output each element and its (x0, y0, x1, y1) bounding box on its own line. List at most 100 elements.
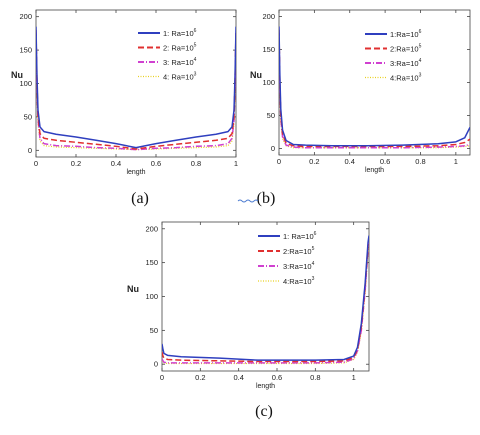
x-tick-label: 0 (160, 373, 164, 382)
x-tick-label: 0.2 (309, 157, 319, 166)
legend-name: 2: Ra=10 (163, 44, 194, 53)
x-tick-label: 0.4 (111, 159, 121, 168)
series-lines (36, 26, 236, 151)
series-line-1 (36, 26, 236, 149)
figure-caption: (b) (257, 190, 276, 207)
legend: 1: Ra=106 2: Ra=105 3: Ra=104 4: Ra=103 (138, 28, 197, 82)
series-line-2 (162, 238, 369, 363)
legend-exponent: 3 (194, 72, 197, 78)
x-tick-label: 0.6 (151, 159, 161, 168)
legend-exponent: 3 (312, 276, 315, 282)
series-line-3 (162, 242, 369, 364)
legend-label-2: 2:Ra=105 (283, 246, 315, 256)
legend-label-1: 1: Ra=106 (283, 231, 317, 241)
legend-label-3: 3: Ra=104 (163, 57, 197, 67)
x-tick-label: 0.8 (310, 373, 320, 382)
legend-label-2: 2:Ra=105 (390, 44, 422, 54)
series-line-2 (279, 29, 470, 148)
legend-label-3: 3:Ra=104 (390, 58, 422, 68)
x-tick-label: 0.6 (272, 373, 282, 382)
legend-exponent: 5 (194, 43, 197, 49)
legend-exponent: 3 (419, 73, 422, 79)
legend-name: 2:Ra=10 (283, 247, 312, 256)
x-tick-label: 0.6 (380, 157, 390, 166)
x-tick-label: 0 (34, 159, 38, 168)
series-lines (279, 26, 470, 149)
y-tick-label: 50 (150, 326, 158, 335)
x-tick-label: 1 (454, 157, 458, 166)
legend-label-1: 1: Ra=106 (163, 28, 197, 38)
legend-exponent: 5 (419, 44, 422, 50)
legend-name: 4:Ra=10 (283, 277, 312, 286)
y-tick-label: 100 (262, 78, 275, 87)
legend-exponent: 4 (312, 261, 315, 267)
y-tick-label: 50 (24, 112, 32, 121)
legend-name: 2:Ra=10 (390, 45, 419, 54)
x-tick-label: 0.4 (345, 157, 355, 166)
figure-caption: (c) (255, 403, 273, 420)
legend-name: 1: Ra=10 (163, 29, 194, 38)
legend-name: 3:Ra=10 (283, 262, 312, 271)
y-tick-label: 100 (19, 79, 32, 88)
legend-label-3: 3:Ra=104 (283, 261, 315, 271)
series-line-3 (36, 33, 236, 151)
y-tick-label: 0 (271, 144, 275, 153)
series-line-4 (36, 36, 236, 151)
legend-name: 3:Ra=10 (390, 59, 419, 68)
figure-caption: (a) (131, 190, 149, 207)
y-axis-label: Nu (250, 70, 262, 80)
x-axis-label: length (256, 383, 275, 390)
legend-name: 1:Ra=10 (390, 30, 419, 39)
plot-frame (278, 9, 471, 156)
y-tick-label: 50 (267, 111, 275, 120)
y-tick-label: 150 (145, 258, 158, 267)
legend-label-2: 2: Ra=105 (163, 43, 197, 53)
plot-frame (161, 221, 370, 372)
y-tick-label: 200 (262, 12, 275, 21)
legend-label-4: 4:Ra=103 (390, 73, 422, 83)
legend-exponent: 6 (314, 231, 317, 237)
y-tick-label: 0 (154, 360, 158, 369)
legend-name: 3: Ra=10 (163, 58, 194, 67)
series-line-1 (279, 26, 470, 147)
y-tick-label: 150 (262, 45, 275, 54)
x-axis-label: length (126, 169, 145, 176)
legend-exponent: 5 (312, 246, 315, 252)
series-line-4 (279, 36, 470, 149)
x-tick-label: 0.2 (71, 159, 81, 168)
y-tick-label: 0 (28, 146, 32, 155)
chart-panel-1: 0 50 100 150 200 0 0.2 0.4 0.6 0.8 1 length Nu 1: Ra=… (11, 9, 238, 207)
y-tick-label: 200 (19, 12, 32, 21)
x-tick-label: 0.8 (415, 157, 425, 166)
y-tick-label: 150 (19, 46, 32, 55)
y-tick-label: 100 (145, 292, 158, 301)
series-line-4 (162, 245, 369, 365)
x-tick-label: 0.2 (195, 373, 205, 382)
legend-exponent: 6 (419, 29, 422, 35)
legend-exponent: 4 (194, 57, 197, 63)
x-tick-label: 0.8 (191, 159, 201, 168)
series-line-2 (36, 30, 236, 150)
series-line-3 (279, 33, 470, 149)
x-tick-label: 1 (234, 159, 238, 168)
series-line-1 (162, 235, 369, 361)
series-lines (162, 235, 369, 365)
chart-panel-2: 0 50 100 150 200 0 0.2 0.4 0.6 0.8 1 length Nu 1:Ra=1… (250, 9, 471, 207)
x-tick-label: 0 (277, 157, 281, 166)
wavy-underline-mark (237, 199, 259, 203)
y-tick-label: 200 (145, 224, 158, 233)
legend: 1:Ra=106 2:Ra=105 3:Ra=104 4:Ra=103 (365, 29, 422, 83)
chart-panel-3: 0 50 100 150 200 0 0.2 0.4 0.6 0.8 1 length Nu 1: Ra=… (127, 221, 370, 420)
legend-name: 4: Ra=10 (163, 73, 194, 82)
legend-exponent: 6 (194, 28, 197, 34)
legend: 1: Ra=106 2:Ra=105 3:Ra=104 4:Ra=103 (258, 231, 317, 286)
legend-label-4: 4:Ra=103 (283, 276, 315, 286)
legend-label-4: 4: Ra=103 (163, 72, 197, 82)
y-axis-label: Nu (127, 284, 139, 294)
legend-exponent: 4 (419, 58, 422, 64)
y-axis-label: Nu (11, 70, 23, 80)
x-tick-label: 0.4 (233, 373, 243, 382)
legend-name: 4:Ra=10 (390, 74, 419, 83)
legend-name: 1: Ra=10 (283, 232, 314, 241)
x-tick-label: 1 (352, 373, 356, 382)
